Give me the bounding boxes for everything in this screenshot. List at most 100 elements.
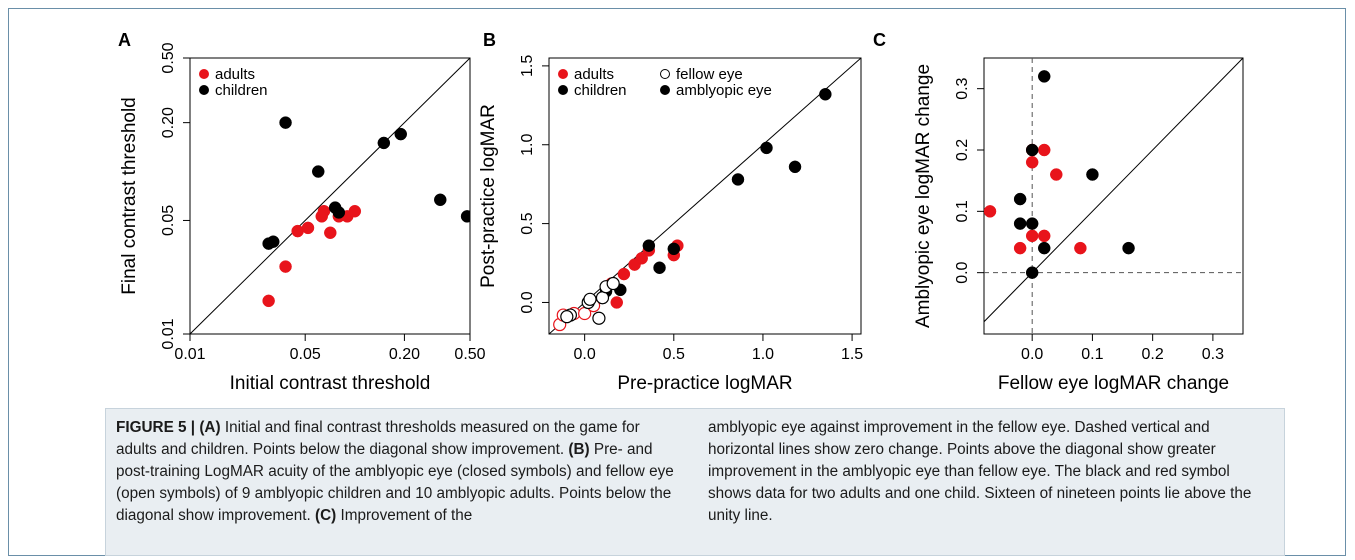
data-point [984, 205, 997, 218]
data-point [819, 88, 832, 101]
y-tick-label: 0.01 [160, 318, 177, 349]
data-point [731, 173, 745, 186]
y-axis-label: Amblyopic eye logMAR change [913, 64, 934, 328]
x-tick-label: 0.1 [1081, 346, 1103, 363]
x-tick-label: 0.50 [454, 346, 485, 363]
y-tick-label: 0.0 [519, 291, 536, 313]
data-point [262, 294, 275, 308]
data-point [595, 291, 610, 305]
panel-b: B 0.0 0.5 1.0 1.5 0.0 0.5 1.0 1.5 Pre-practice lo… [478, 30, 863, 394]
legend-label: amblyopic eye [676, 82, 772, 99]
y-tick-label: 1.0 [519, 134, 536, 156]
y-tick-label: 0.5 [519, 212, 536, 234]
legend-marker [558, 85, 568, 95]
legend-marker [199, 69, 209, 79]
y-tick-label: 0.0 [954, 261, 971, 283]
data-point [1013, 192, 1027, 206]
legend-marker [558, 69, 568, 79]
data-point [1025, 143, 1039, 157]
data-point [267, 235, 280, 248]
data-point [279, 116, 292, 129]
data-point [667, 242, 681, 256]
legend-label: children [574, 82, 627, 99]
data-point [1025, 229, 1039, 243]
data-point [377, 136, 391, 150]
legend-label: adults [215, 66, 255, 83]
unity-diagonal [190, 58, 470, 334]
data-point [1013, 241, 1027, 255]
x-tick-label: 0.0 [574, 346, 596, 363]
plot-frame [189, 57, 471, 335]
x-axis-label: Initial contrast threshold [230, 373, 431, 394]
legend-marker [660, 85, 670, 95]
x-tick-label: 1.5 [841, 346, 863, 363]
plot-content [190, 58, 470, 334]
unity-diagonal [984, 58, 1243, 323]
x-tick-label: 1.0 [752, 346, 774, 363]
y-tick-label: 0.2 [954, 139, 971, 161]
caption-figure-label: FIGURE 5 | [116, 419, 200, 436]
x-axis-label: Fellow eye logMAR change [998, 373, 1229, 394]
x-tick-label: 0.2 [1142, 346, 1164, 363]
data-point [1025, 156, 1039, 169]
y-axis-label: Final contrast threshold [119, 97, 140, 295]
figure-charts: A 0.01 0.05 0.20 0.50 0.01 0.05 0.20 0.50 Initial… [118, 30, 1244, 394]
caption-part-a-label: (A) [199, 419, 221, 436]
legend-label: fellow eye [676, 66, 743, 83]
y-tick-label: 0.50 [160, 42, 177, 73]
data-point [642, 239, 656, 252]
data-point [1037, 241, 1051, 255]
legend-marker [199, 85, 209, 95]
plot-frame [548, 57, 862, 335]
legend-marker [660, 69, 670, 79]
data-point [311, 165, 325, 178]
caption-right-column: amblyopic eye against improvement in the… [708, 419, 1252, 524]
data-point [324, 226, 337, 240]
panel-a: A 0.01 0.05 0.20 0.50 0.01 0.05 0.20 0.50 Initial… [118, 30, 486, 394]
y-tick-label: 1.5 [519, 55, 536, 77]
caption-part-c-text: Improvement of the [336, 507, 473, 524]
caption-part-c-label: (C) [314, 507, 337, 524]
data-point [332, 206, 346, 219]
caption-part-a-text: Initial and final contrast thresholds me… [116, 419, 640, 458]
panel-letter: A [118, 30, 131, 50]
data-point [1025, 217, 1039, 230]
data-point [635, 252, 648, 265]
data-point [606, 276, 620, 291]
data-point [610, 296, 623, 309]
data-point [1025, 266, 1039, 279]
data-point [788, 160, 802, 174]
caption-left-column: FIGURE 5 | (A) Initial and final contras… [116, 417, 676, 527]
y-axis-label: Post-practice logMAR [478, 104, 499, 288]
panel-letter: B [483, 30, 496, 50]
data-point [583, 292, 597, 306]
data-point [1086, 168, 1099, 181]
x-tick-label: 0.0 [1021, 346, 1043, 363]
panel-c: C 0.0 0.1 0.2 0.3 0.0 0.1 0.2 0.3 Fellow eye logM… [873, 30, 1244, 394]
x-tick-label: 0.20 [389, 346, 420, 363]
y-tick-label: 0.20 [160, 107, 177, 138]
data-point [348, 204, 362, 218]
plot-frame [983, 57, 1244, 335]
x-tick-label: 0.3 [1202, 346, 1224, 363]
data-point [560, 310, 574, 324]
figure-caption: FIGURE 5 | (A) Initial and final contras… [105, 408, 1285, 556]
x-tick-label: 0.05 [290, 346, 321, 363]
x-tick-label: 0.5 [663, 346, 685, 363]
plot-content [549, 58, 861, 334]
data-point [394, 127, 407, 141]
data-point [301, 221, 315, 235]
data-point [1050, 168, 1063, 181]
data-point [1037, 70, 1051, 83]
data-point [279, 260, 292, 273]
data-point [1013, 217, 1027, 230]
panel-letter: C [873, 30, 886, 50]
y-tick-label: 0.05 [160, 205, 177, 236]
data-point [460, 210, 470, 223]
data-point [1037, 229, 1051, 243]
caption-part-b-text: Pre- and post-training LogMAR acuity of … [116, 441, 674, 524]
data-point [1122, 241, 1135, 255]
data-point [592, 311, 606, 325]
y-tick-label: 0.3 [954, 77, 971, 99]
